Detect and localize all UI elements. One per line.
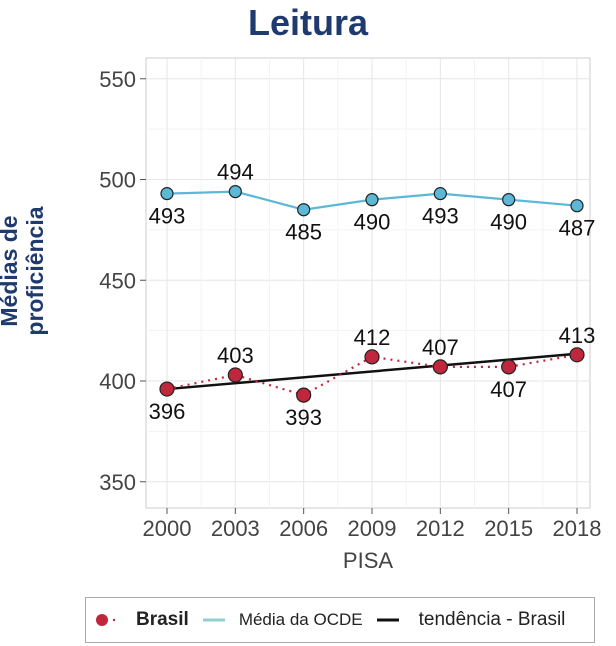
- brasil-data-label: 413: [559, 323, 596, 348]
- ocde-data-label: 485: [285, 220, 322, 245]
- ocde-data-label: 493: [422, 204, 459, 229]
- ocde-point: [502, 193, 516, 207]
- y-tick-label: 550: [99, 67, 136, 92]
- brasil-point: [364, 349, 380, 365]
- chart-plot: 350 400 450 500 550 2000 2003 2006 2009 2012 2015 2…: [99, 57, 602, 573]
- ocde-point: [297, 203, 311, 217]
- x-tick-label: 2006: [279, 516, 328, 541]
- y-tick-label: 350: [99, 470, 136, 495]
- y-tick-label: 500: [99, 168, 136, 193]
- ocde-line-icon: [202, 618, 225, 622]
- ocde-data-label: 490: [354, 210, 391, 235]
- x-tick-label: 2000: [143, 516, 192, 541]
- ocde-point: [570, 199, 584, 213]
- brasil-point: [569, 347, 585, 363]
- legend: Brasil Média da OCDE tendência - Brasil: [85, 597, 595, 643]
- ocde-point: [365, 193, 379, 207]
- legend-item-ocde: Média da OCDE: [202, 610, 363, 630]
- x-tick-label: 2009: [348, 516, 397, 541]
- brasil-point: [432, 359, 448, 375]
- brasil-marker-icon: [96, 614, 116, 626]
- x-tick-label: 2012: [416, 516, 465, 541]
- y-tick-label: 400: [99, 369, 136, 394]
- brasil-point: [159, 381, 175, 397]
- ocde-data-label: 494: [217, 160, 254, 185]
- brasil-data-label: 412: [354, 325, 391, 350]
- legend-item-trend: tendência - Brasil: [376, 609, 566, 631]
- brasil-data-label: 403: [217, 343, 254, 368]
- legend-item-brasil: Brasil: [92, 609, 189, 631]
- brasil-point: [296, 387, 312, 403]
- trend-line-icon: [376, 618, 399, 622]
- ocde-point: [433, 187, 447, 201]
- ocde-data-label: 493: [149, 204, 186, 229]
- x-tick-label: 2003: [211, 516, 260, 541]
- ocde-data-label: 490: [490, 210, 527, 235]
- brasil-data-label: 407: [422, 335, 459, 360]
- legend-label-trend: tendência - Brasil: [418, 609, 566, 630]
- brasil-point: [501, 359, 517, 375]
- brasil-data-label: 393: [285, 405, 322, 430]
- legend-label-brasil: Brasil: [136, 609, 189, 630]
- brasil-data-label: 396: [149, 399, 186, 424]
- chart-title: Leitura: [247, 2, 369, 43]
- brasil-data-label: 407: [490, 377, 527, 402]
- y-tick-label: 450: [99, 268, 136, 293]
- ocde-point: [228, 184, 242, 199]
- x-tick-label: 2015: [484, 516, 533, 541]
- plot-panel: [145, 57, 591, 509]
- x-tick-label: 2018: [553, 516, 602, 541]
- brasil-point: [227, 367, 243, 383]
- ocde-data-label: 487: [559, 216, 596, 241]
- ocde-point: [160, 187, 174, 201]
- legend-label-ocde: Média da OCDE: [238, 610, 363, 629]
- x-axis-label: PISA: [343, 548, 393, 573]
